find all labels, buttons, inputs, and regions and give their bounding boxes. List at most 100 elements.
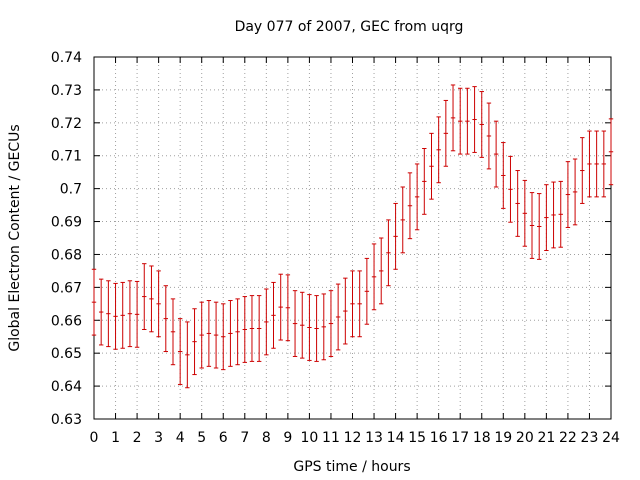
y-tick-label: 0.74 — [51, 50, 82, 66]
data-point — [271, 281, 276, 349]
y-tick-label: 0.69 — [51, 215, 82, 231]
x-tick-label: 5 — [197, 430, 206, 446]
x-tick-label: 13 — [365, 430, 383, 446]
y-tick-label: 0.67 — [51, 280, 82, 296]
data-point — [522, 179, 528, 247]
x-tick-label: 2 — [133, 430, 142, 446]
data-point — [486, 102, 492, 170]
data-point — [156, 270, 161, 338]
data-point — [249, 295, 255, 362]
data-point — [256, 295, 262, 362]
x-tick-label: 17 — [451, 430, 469, 446]
data-point — [422, 147, 427, 215]
data-point — [343, 277, 348, 345]
data-point — [429, 132, 434, 200]
data-point — [479, 91, 484, 158]
data-point — [170, 298, 176, 366]
data-point — [414, 163, 420, 231]
data-point — [551, 181, 556, 249]
data-point — [242, 296, 247, 363]
data-point — [177, 318, 183, 385]
data-point — [321, 293, 326, 361]
x-tick-label: 8 — [262, 430, 271, 446]
data-point — [443, 99, 449, 167]
x-tick-label: 1 — [111, 430, 120, 446]
data-point — [350, 270, 355, 338]
y-tick-label: 0.66 — [51, 313, 82, 329]
data-point — [199, 301, 204, 369]
y-tick-label: 0.64 — [51, 379, 82, 395]
data-point — [335, 283, 341, 351]
data-point — [228, 300, 233, 367]
y-tick-label: 0.7 — [60, 182, 82, 198]
data-point — [292, 290, 298, 357]
data-point — [501, 142, 506, 209]
data-point — [185, 321, 190, 389]
x-tick-label: 18 — [473, 430, 491, 446]
data-point — [98, 278, 104, 346]
data-point — [192, 308, 197, 376]
data-point — [134, 280, 140, 348]
data-point — [529, 192, 535, 259]
data-point — [558, 180, 563, 248]
x-tick-label: 9 — [283, 430, 292, 446]
data-point — [587, 130, 592, 198]
x-tick-label: 6 — [219, 430, 228, 446]
data-point — [608, 118, 614, 186]
data-point — [450, 84, 456, 152]
data-point — [580, 137, 585, 204]
gec-series — [91, 84, 614, 389]
data-point — [565, 161, 571, 228]
data-point — [400, 186, 405, 254]
data-point — [221, 303, 226, 371]
y-tick-label: 0.73 — [51, 83, 82, 99]
y-tick-label: 0.71 — [51, 149, 82, 165]
data-point — [206, 300, 212, 367]
x-tick-label: 11 — [322, 430, 340, 446]
x-tick-label: 3 — [154, 430, 163, 446]
x-tick-label: 0 — [90, 430, 99, 446]
axis-ticks — [93, 56, 612, 420]
x-tick-label: 23 — [581, 430, 599, 446]
x-tick-label: 7 — [240, 430, 249, 446]
x-tick-label: 16 — [430, 430, 448, 446]
data-point — [314, 295, 319, 362]
data-point — [328, 290, 334, 357]
y-tick-label: 0.63 — [51, 412, 82, 428]
data-point — [436, 116, 441, 184]
y-tick-label: 0.65 — [51, 346, 82, 362]
data-point — [235, 298, 240, 366]
data-point — [285, 274, 291, 342]
data-point — [364, 257, 370, 325]
y-tick-label: 0.68 — [51, 247, 82, 263]
x-tick-label: 10 — [301, 430, 319, 446]
data-point — [594, 130, 599, 198]
data-point — [127, 280, 133, 348]
data-point — [572, 158, 578, 226]
x-tick-labels: 0 1 2 3 4 5 6 7 8 9 10 11 12 13 14 15 16 17 18 19 20 21 22 23 24 — [90, 430, 620, 446]
data-point — [515, 170, 520, 237]
chart-title: Day 077 of 2007, GEC from uqrg — [235, 19, 464, 35]
data-point — [120, 281, 125, 349]
data-point — [91, 268, 97, 336]
data-point — [393, 202, 398, 270]
data-point — [142, 263, 147, 330]
data-point — [278, 273, 283, 341]
data-point — [379, 237, 384, 305]
x-tick-label: 19 — [494, 430, 512, 446]
data-point — [113, 282, 118, 350]
data-point — [472, 86, 477, 153]
data-point — [371, 243, 377, 311]
data-point — [601, 130, 607, 198]
x-tick-label: 22 — [559, 430, 577, 446]
data-point — [149, 265, 154, 333]
x-tick-label: 20 — [516, 430, 534, 446]
data-point — [300, 291, 305, 359]
data-point — [357, 270, 362, 338]
data-point — [106, 280, 111, 348]
data-point — [307, 294, 312, 361]
x-axis-title: GPS time / hours — [293, 459, 410, 475]
data-point — [264, 288, 269, 356]
y-axis-title: Global Electron Content / GECUs — [7, 124, 23, 351]
